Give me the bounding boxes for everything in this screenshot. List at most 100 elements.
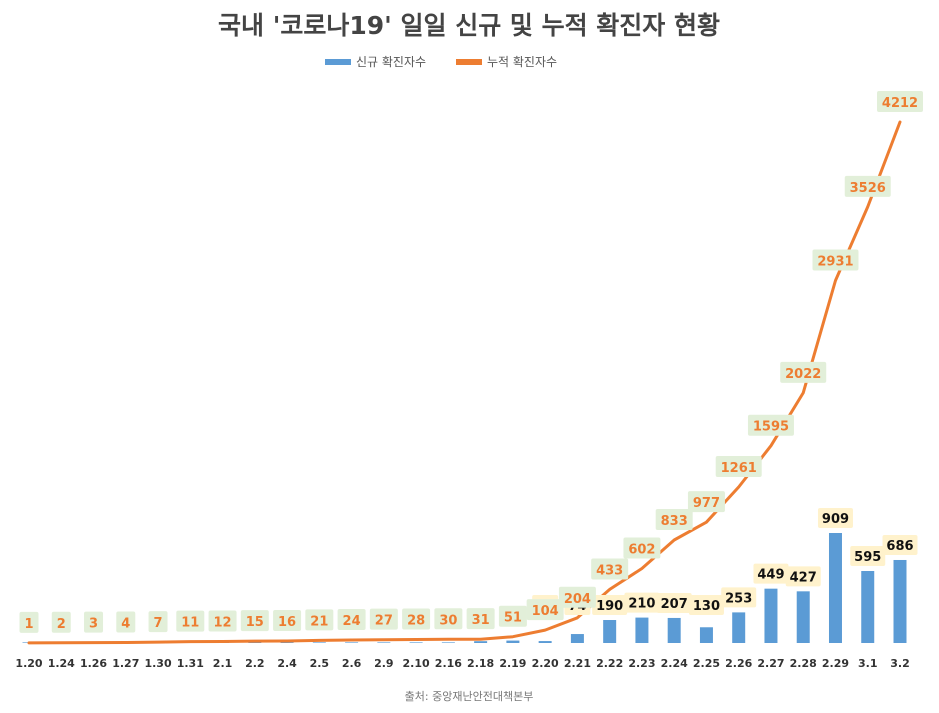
cum-label-box-3.1 [844, 175, 891, 197]
new-label-box-2.24 [656, 592, 692, 613]
x-tick-1.24: 1.24 [48, 657, 75, 670]
cum-label-2.24: 833 [661, 514, 688, 529]
bar-new-2.18 [474, 641, 488, 643]
cum-label-box-3.2 [877, 91, 923, 112]
bar-new-2.23 [635, 617, 649, 643]
cum-label-2.28: 2022 [785, 367, 821, 382]
cum-label-box-2.26 [715, 456, 762, 478]
x-tick-2.5: 2.5 [310, 657, 330, 670]
source-note: 출처: 중앙재난안전대책본부 [405, 690, 534, 703]
x-tick-2.23: 2.23 [628, 657, 655, 670]
cum-label-1.31: 11 [181, 616, 199, 631]
bar-new-2.24 [667, 617, 681, 643]
bar-new-3.1 [861, 570, 875, 643]
cum-label-box-1.27 [116, 611, 136, 633]
cum-label-2.21: 204 [564, 592, 591, 607]
cum-label-box-1.30 [148, 611, 168, 633]
new-label-3.2: 686 [886, 539, 913, 554]
chart-title: 국내 '코로나19' 일일 신규 및 누적 확진자 현황 [218, 11, 720, 40]
new-label-3.1: 595 [854, 550, 881, 565]
new-label-2.26: 253 [725, 591, 752, 606]
bar-new-2.9 [377, 642, 391, 643]
bar-new-3.2 [893, 559, 907, 643]
cum-label-2.29: 2931 [817, 254, 853, 269]
x-tick-2.20: 2.20 [532, 657, 559, 670]
legend-new-label: 신규 확진자수 [356, 55, 426, 69]
cum-label-2.10: 28 [407, 614, 425, 629]
cum-label-box-2.27 [747, 414, 794, 436]
x-tick-2.18: 2.18 [467, 657, 494, 670]
cum-label-2.5: 21 [310, 614, 328, 629]
cum-label-3.1: 3526 [850, 181, 886, 196]
x-tick-3.1: 3.1 [858, 657, 878, 670]
cum-label-2.26: 1261 [721, 461, 757, 476]
x-tick-2.19: 2.19 [499, 657, 526, 670]
x-tick-1.30: 1.30 [144, 657, 171, 670]
x-tick-2.27: 2.27 [757, 657, 784, 670]
cum-label-1.24: 2 [57, 617, 66, 632]
cumulative-labels: 1 2 3 4 7 11 12 15 16 21 24 27 28 30 31 51 1042044336028… [19, 91, 923, 633]
cum-label-1.26: 3 [89, 617, 98, 632]
cum-label-2.1: 12 [214, 616, 232, 631]
cum-label-box-2.10 [402, 608, 431, 630]
cum-label-2.6: 24 [343, 614, 361, 629]
new-label-2.25: 130 [693, 599, 720, 614]
new-label-box-2.27 [753, 563, 789, 584]
cum-label-box-2.18 [466, 608, 495, 630]
bar-new-2.25 [699, 627, 713, 643]
cum-label-1.27: 4 [121, 617, 130, 632]
cum-label-box-2.16 [434, 608, 463, 630]
cum-label-box-1.31 [176, 610, 205, 632]
cum-label-box-1.26 [84, 611, 104, 633]
x-tick-2.28: 2.28 [790, 657, 817, 670]
x-tick-1.26: 1.26 [80, 657, 107, 670]
legend-cumulative-label: 누적 확진자수 [487, 55, 557, 69]
x-tick-2.24: 2.24 [661, 657, 688, 670]
cum-label-box-2.19 [498, 605, 527, 627]
cum-label-box-2.4 [273, 610, 302, 632]
x-tick-2.6: 2.6 [342, 657, 362, 670]
cum-label-box-2.25 [687, 491, 725, 513]
x-tick-2.29: 2.29 [822, 657, 849, 670]
cum-label-2.25: 977 [693, 496, 720, 511]
new-label-box-2.25 [688, 595, 724, 615]
cum-label-box-2.22 [591, 558, 629, 580]
cum-label-box-2.28 [780, 361, 827, 383]
x-axis-ticks: 1.20 1.24 1.26 1.27 1.30 1.31 2.1 2.2 2.4 2.5 2.6 2… [15, 657, 909, 670]
bar-new-2.10 [409, 642, 423, 643]
legend-new-swatch [325, 59, 351, 65]
new-label-box-3.1 [850, 545, 886, 566]
cum-label-2.9: 27 [375, 614, 393, 629]
new-label-box-2.29 [817, 508, 853, 528]
cum-label-2.19: 51 [504, 611, 522, 626]
cum-label-box-2.1 [208, 610, 237, 632]
new-label-2.29: 909 [822, 512, 849, 527]
x-tick-2.25: 2.25 [693, 657, 720, 670]
bar-new-2.4 [280, 642, 294, 643]
cum-label-2.4: 16 [278, 615, 296, 630]
cum-label-1.20: 1 [24, 617, 33, 632]
new-cases-bars [22, 533, 907, 643]
x-tick-3.2: 3.2 [890, 657, 910, 670]
new-label-2.24: 207 [661, 597, 688, 612]
x-tick-1.20: 1.20 [15, 657, 42, 670]
legend: 신규 확진자수 누적 확진자수 [325, 55, 557, 69]
bar-new-2.19 [506, 640, 520, 643]
new-label-box-2.23 [624, 592, 660, 613]
cum-label-2.16: 30 [439, 613, 457, 628]
bar-new-2.27 [764, 588, 778, 643]
cum-label-2.22: 433 [596, 563, 623, 578]
new-label-box-3.2 [882, 534, 918, 555]
x-tick-2.22: 2.22 [596, 657, 623, 670]
cum-label-box-2.2 [240, 610, 269, 632]
new-label-2.27: 449 [757, 568, 784, 583]
new-label-2.23: 210 [628, 597, 655, 612]
legend-cumulative-swatch [456, 59, 482, 65]
x-tick-1.31: 1.31 [177, 657, 204, 670]
x-tick-2.2: 2.2 [245, 657, 265, 670]
cum-label-box-2.5 [305, 609, 334, 631]
cum-label-box-2.29 [812, 249, 859, 271]
bar-new-2.5 [312, 642, 326, 643]
bar-new-2.20 [538, 641, 552, 643]
